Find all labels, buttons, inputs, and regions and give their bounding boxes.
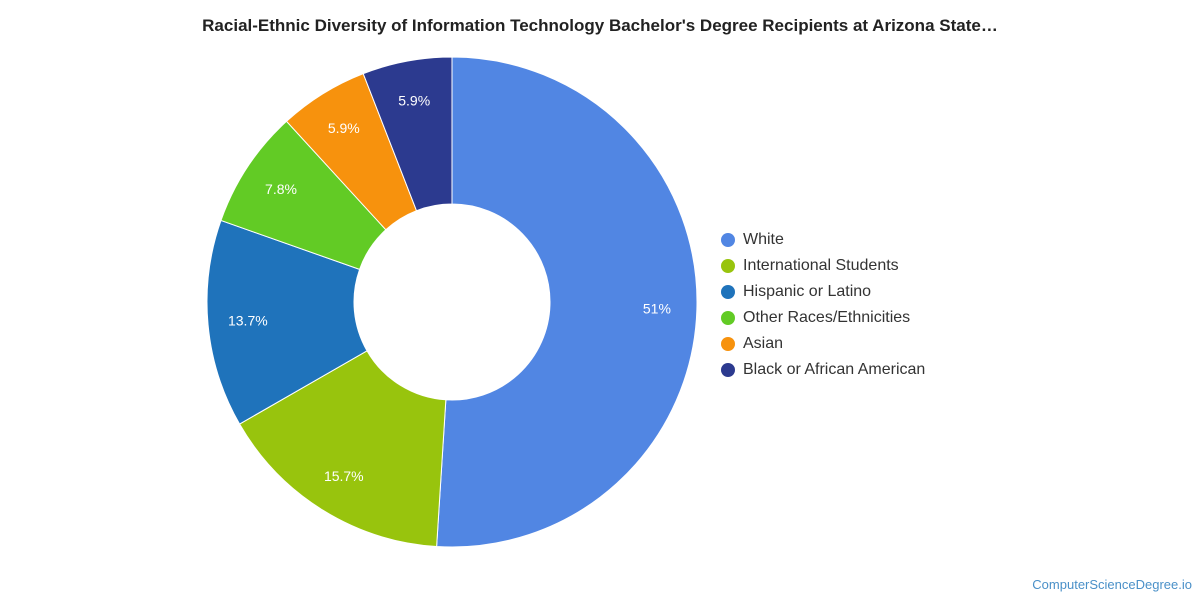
data-label-other-races-ethnicities: 7.8%: [265, 181, 297, 197]
legend-item-white[interactable]: White: [721, 227, 925, 253]
legend-item-other-races-ethnicities[interactable]: Other Races/Ethnicities: [721, 305, 925, 331]
legend-label: Other Races/Ethnicities: [743, 309, 910, 327]
data-label-asian: 5.9%: [328, 120, 360, 136]
legend-swatch: [721, 233, 735, 247]
legend-swatch: [721, 259, 735, 273]
legend-item-black-or-african-american[interactable]: Black or African American: [721, 357, 925, 383]
chart-legend: White International Students Hispanic or L…: [721, 227, 925, 383]
legend-swatch: [721, 363, 735, 377]
legend-swatch: [721, 311, 735, 325]
data-label-hispanic-or-latino: 13.7%: [228, 313, 268, 329]
legend-swatch: [721, 337, 735, 351]
donut-chart: 51% 15.7% 13.7% 7.8% 5.9% 5.9%: [0, 0, 1200, 600]
legend-label: Asian: [743, 335, 783, 353]
data-label-white: 51%: [643, 300, 671, 316]
source-link[interactable]: ComputerScienceDegree.io: [1032, 577, 1192, 592]
legend-label: Black or African American: [743, 361, 925, 379]
legend-item-international-students[interactable]: International Students: [721, 253, 925, 279]
legend-item-asian[interactable]: Asian: [721, 331, 925, 357]
data-label-international-students: 15.7%: [324, 468, 364, 484]
legend-label: White: [743, 231, 784, 249]
legend-label: Hispanic or Latino: [743, 283, 871, 301]
legend-item-hispanic-or-latino[interactable]: Hispanic or Latino: [721, 279, 925, 305]
legend-swatch: [721, 285, 735, 299]
legend-label: International Students: [743, 257, 899, 275]
data-label-black-or-african-american: 5.9%: [398, 93, 430, 109]
